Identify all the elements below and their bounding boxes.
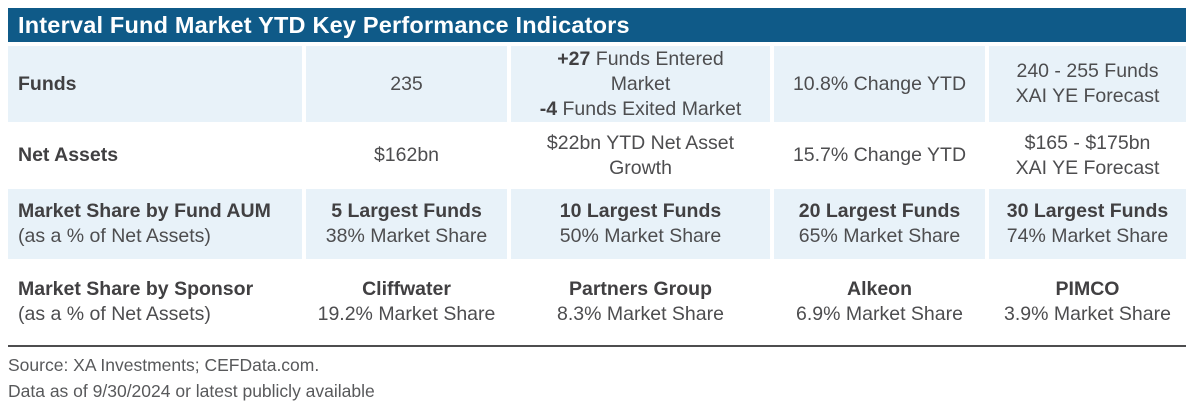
row-label-market-share-sponsor: Market Share by Sponsor (as a % of Net A… (8, 263, 302, 341)
cell-line: 38% Market Share (326, 224, 488, 249)
value-text: 38% Market Share (325, 225, 488, 247)
aum-top30-cell: 30 Largest Funds 74% Market Share (989, 189, 1186, 259)
value-text: Market (610, 72, 671, 95)
cell-line: $165 - $175bn (1025, 131, 1151, 156)
value-text: 74% Market Share (1006, 225, 1169, 247)
funds-forecast-cell: 240 - 255 Funds XAI YE Forecast (989, 46, 1186, 122)
aum-top20-cell: 20 Largest Funds 65% Market Share (774, 189, 985, 259)
cell-line: 65% Market Share (799, 224, 961, 249)
value-text: XAI YE Forecast (1015, 85, 1160, 107)
value-bold: PIMCO (1055, 278, 1120, 300)
cell-line: Alkeon (847, 277, 912, 302)
cell-line: 15.7% Change YTD (793, 143, 966, 168)
value-text: 50% Market Share (559, 225, 722, 247)
cell-line: 19.2% Market Share (318, 302, 496, 327)
value-bold: Partners Group (568, 278, 713, 300)
cell-line: 6.9% Market Share (796, 302, 963, 327)
cell-line: 5 Largest Funds (331, 199, 482, 224)
net-assets-change-ytd-cell: 15.7% Change YTD (774, 126, 985, 185)
footer-source: Source: XA Investments; CEFData.com. (8, 355, 320, 375)
title-bar: Interval Fund Market YTD Key Performance… (8, 8, 1186, 42)
value-text: Funds Entered (590, 47, 724, 70)
sponsor-pimco-cell: PIMCO 3.9% Market Share (989, 263, 1186, 341)
net-assets-growth-cell: $22bn YTD Net Asset Growth (511, 126, 770, 185)
value-text: 235 (390, 72, 423, 95)
cell-line: 240 - 255 Funds (1016, 59, 1158, 84)
aum-top10-cell: 10 Largest Funds 50% Market Share (511, 189, 770, 259)
value-text: 65% Market Share (798, 225, 961, 247)
value-bold: -4 (539, 97, 558, 120)
cell-line: 235 (390, 72, 423, 97)
cell-line: 20 Largest Funds (799, 199, 960, 224)
value-text: 8.3% Market Share (557, 303, 724, 325)
net-assets-value-cell: $162bn (306, 126, 507, 185)
value-bold: 30 Largest Funds (1006, 200, 1169, 222)
cell-line: $162bn (374, 143, 439, 168)
value-bold: 10 Largest Funds (559, 200, 722, 222)
cell-line: Growth (609, 156, 672, 181)
value-bold: Alkeon (846, 278, 912, 300)
value-text: 10.8% Change YTD (792, 72, 967, 95)
cell-line: 50% Market Share (560, 224, 722, 249)
value-text: $162bn (373, 144, 440, 166)
cell-line: 3.9% Market Share (1004, 302, 1171, 327)
value-bold: +27 (557, 47, 591, 70)
value-text: Funds Exited Market (557, 97, 742, 120)
value-text: 240 - 255 Funds (1016, 60, 1159, 82)
row-label-text: Market Share by Sponsor (18, 278, 254, 300)
cell-line: XAI YE Forecast (1016, 156, 1160, 181)
row-label-market-share-aum: Market Share by Fund AUM (as a % of Net … (8, 189, 302, 259)
page-title: Interval Fund Market YTD Key Performance… (18, 11, 630, 38)
value-bold: 5 Largest Funds (331, 200, 482, 222)
cell-line: Partners Group (569, 277, 712, 302)
cell-line: Market (611, 72, 671, 97)
cell-line: -4 Funds Exited Market (540, 97, 742, 122)
row-sublabel-text: (as a % of Net Assets) (18, 303, 211, 325)
row-sublabel-text: (as a % of Net Assets) (18, 225, 211, 247)
cell-line: 74% Market Share (1007, 224, 1169, 249)
cell-line: PIMCO (1056, 277, 1120, 302)
value-text: Growth (609, 156, 672, 179)
funds-change-ytd-cell: 10.8% Change YTD (774, 46, 985, 122)
footer-divider (8, 345, 1186, 347)
cell-line: 10 Largest Funds (560, 199, 721, 224)
value-text: 3.9% Market Share (1004, 303, 1171, 325)
cell-line: 30 Largest Funds (1007, 199, 1168, 224)
funds-count-cell: 235 (306, 46, 507, 122)
value-bold: 20 Largest Funds (798, 200, 961, 222)
cell-line: Cliffwater (362, 277, 451, 302)
row-label-net-assets: Net Assets (8, 126, 302, 185)
value-bold: Cliffwater (362, 278, 451, 300)
aum-top5-cell: 5 Largest Funds 38% Market Share (306, 189, 507, 259)
kpi-table: Funds 235 +27 Funds Entered Market -4 Fu… (8, 46, 1186, 341)
row-label-funds: Funds (8, 46, 302, 122)
row-label-text: Market Share by Fund AUM (18, 200, 271, 222)
footer-as-of: Data as of 9/30/2024 or latest publicly … (8, 381, 375, 401)
funds-flow-cell: +27 Funds Entered Market -4 Funds Exited… (511, 46, 770, 122)
cell-line: XAI YE Forecast (1016, 84, 1160, 109)
value-text: 6.9% Market Share (796, 303, 963, 325)
cell-line: $22bn YTD Net Asset (547, 131, 734, 156)
sponsor-cliffwater-cell: Cliffwater 19.2% Market Share (306, 263, 507, 341)
value-text: 19.2% Market Share (317, 303, 496, 325)
value-text: 15.7% Change YTD (792, 144, 967, 166)
cell-line: +27 Funds Entered (557, 47, 723, 72)
cell-line: 10.8% Change YTD (793, 72, 966, 97)
row-label-text: Funds (18, 72, 77, 95)
net-assets-forecast-cell: $165 - $175bn XAI YE Forecast (989, 126, 1186, 185)
sponsor-alkeon-cell: Alkeon 6.9% Market Share (774, 263, 985, 341)
value-text: $22bn YTD Net Asset (546, 131, 735, 154)
cell-line: 8.3% Market Share (557, 302, 724, 327)
row-label-text: Net Assets (18, 144, 119, 166)
footer: Source: XA Investments; CEFData.com. Dat… (8, 347, 1186, 404)
value-text: $165 - $175bn (1024, 131, 1151, 154)
value-text: XAI YE Forecast (1015, 156, 1160, 179)
sponsor-partners-group-cell: Partners Group 8.3% Market Share (511, 263, 770, 341)
